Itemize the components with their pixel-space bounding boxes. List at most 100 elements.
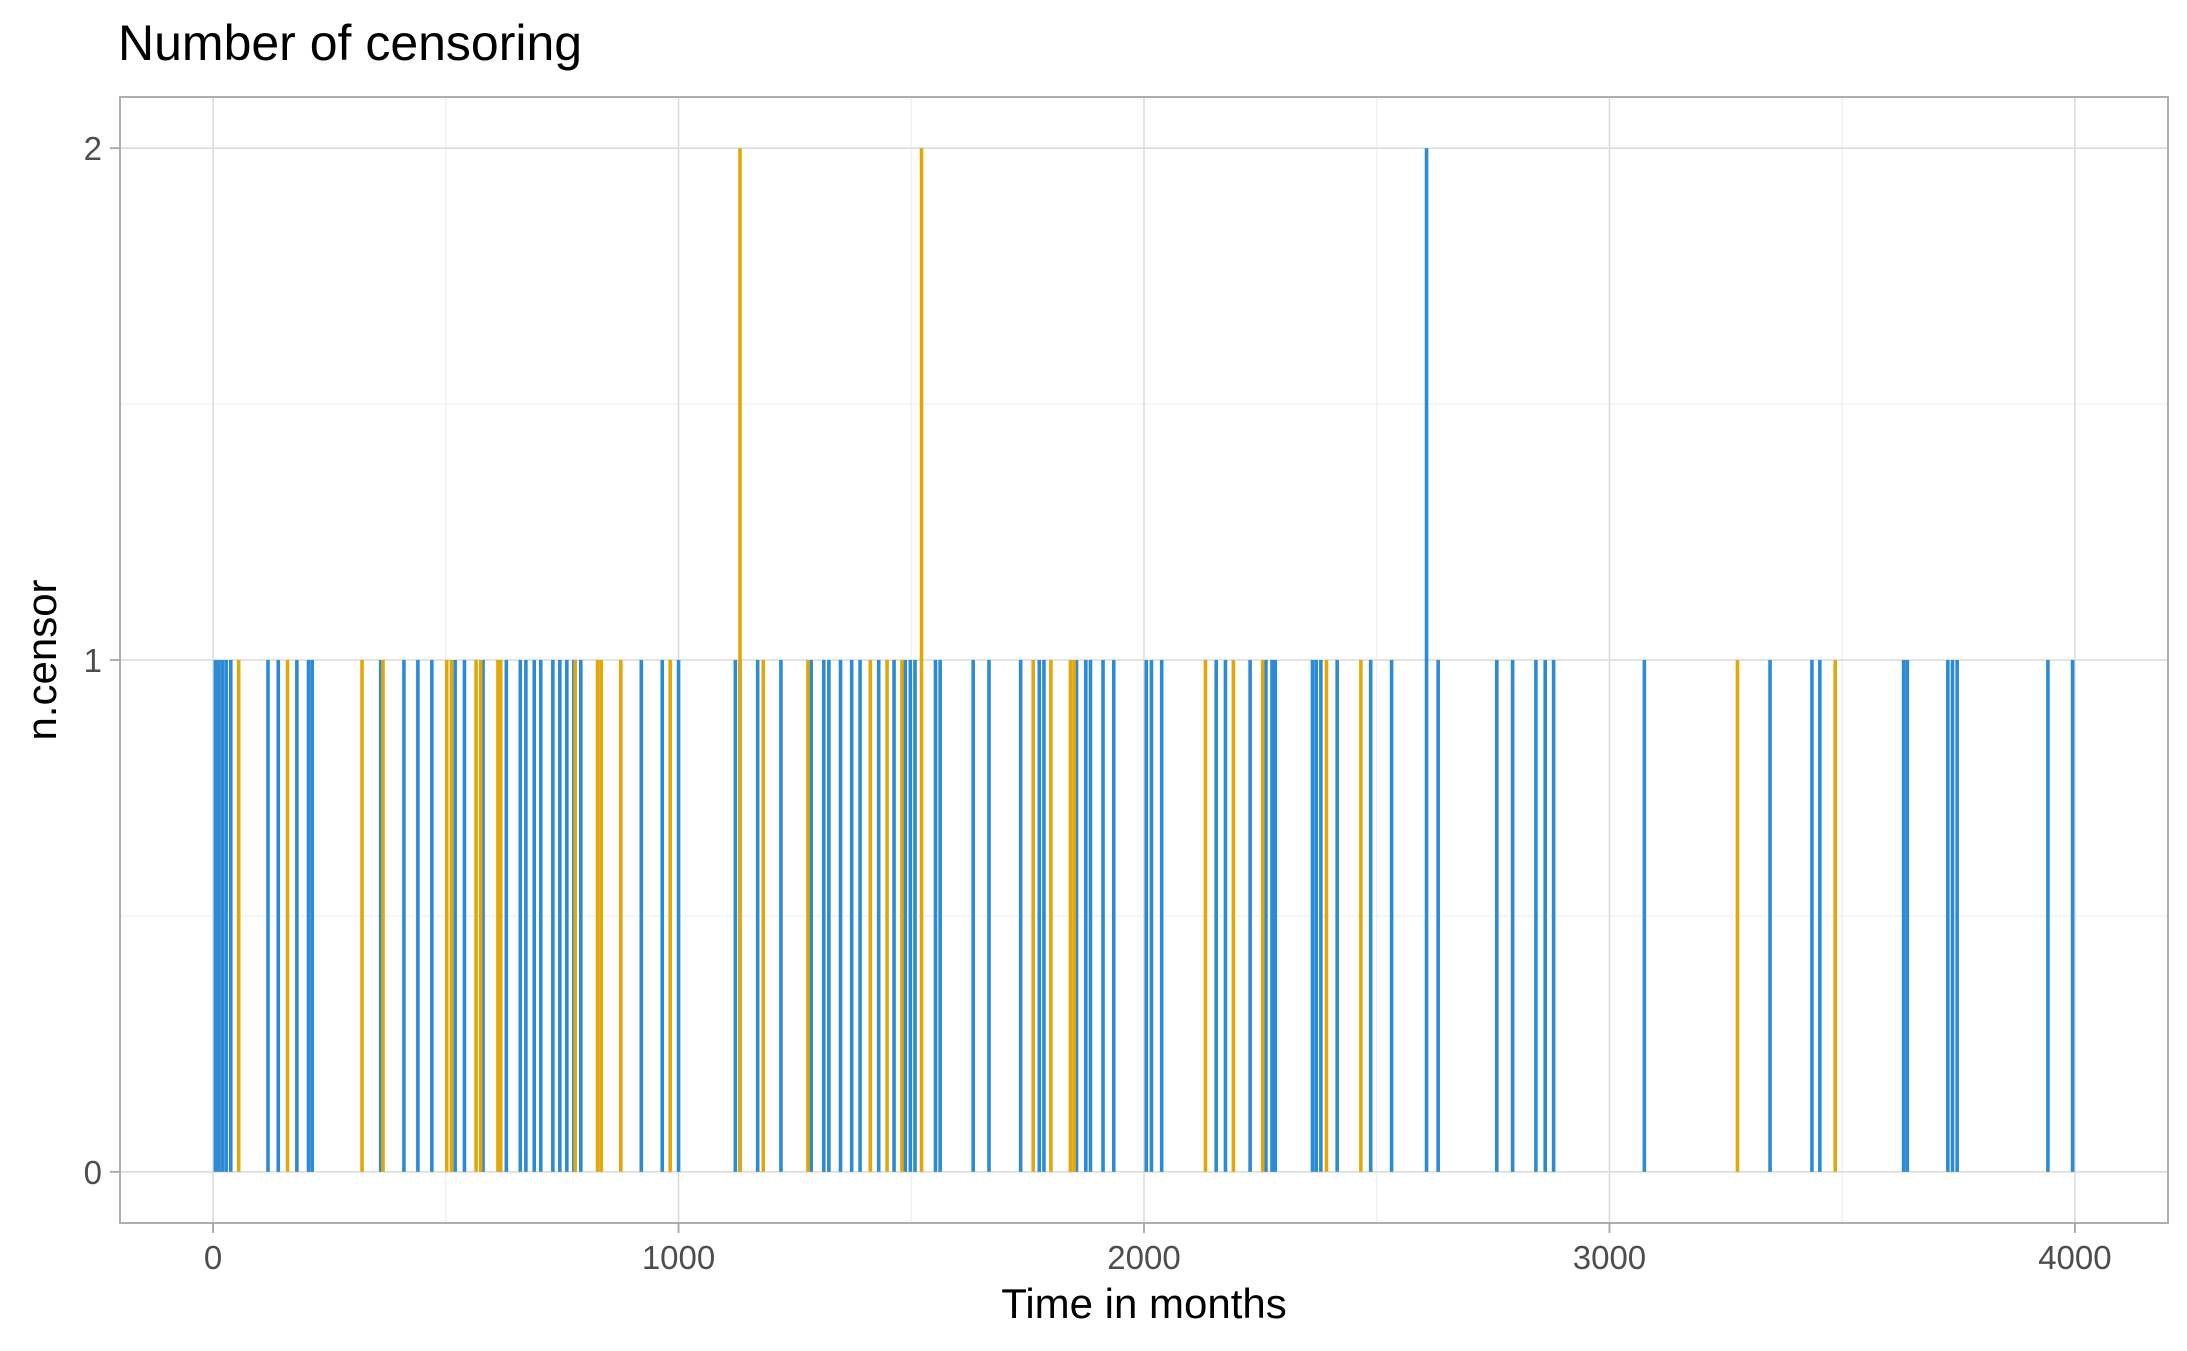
censor-bar (1946, 660, 1950, 1172)
x-tick-label: 2000 (1107, 1239, 1180, 1276)
censor-bar (1260, 660, 1265, 1172)
censor-bar (416, 660, 420, 1172)
censor-bar (1389, 660, 1394, 1172)
censor-bar (2046, 660, 2050, 1172)
censor-bar (1072, 660, 1076, 1172)
censor-bar (1149, 660, 1154, 1172)
censor-bar (518, 660, 523, 1172)
censor-bar (213, 660, 218, 1172)
x-tick-label: 0 (204, 1239, 222, 1276)
censor-bar (806, 660, 810, 1172)
censor-bar (892, 660, 896, 1172)
censor-bar (779, 660, 783, 1172)
censor-bar (1905, 660, 1910, 1172)
censor-bar (1735, 660, 1740, 1172)
censor-bar (821, 660, 826, 1172)
censor-bar (1319, 660, 1323, 1172)
censor-bar (738, 148, 742, 1172)
censor-bar (639, 660, 644, 1172)
x-axis-title: Time in months (1001, 1280, 1287, 1327)
censor-bar (933, 660, 938, 1172)
censor-bar (449, 660, 454, 1172)
censor-bar (619, 660, 623, 1172)
censor-bar (1273, 660, 1278, 1172)
censor-bar (565, 660, 569, 1172)
censor-bar (676, 660, 681, 1172)
censor-bar (849, 660, 854, 1172)
y-tick-label: 0 (84, 1154, 102, 1191)
censor-bar (1768, 660, 1772, 1172)
censor-bar (310, 660, 315, 1172)
censor-bar (913, 660, 917, 1172)
censor-bar (1203, 660, 1208, 1172)
censor-bar (919, 148, 924, 1172)
censor-bar (360, 660, 364, 1172)
y-tick-label: 2 (84, 130, 102, 167)
censor-bar (276, 660, 281, 1172)
censor-bar (402, 660, 406, 1172)
censor-bar (1950, 660, 1955, 1172)
censor-bar (1368, 660, 1373, 1172)
censor-bar (1231, 660, 1236, 1172)
censor-bar (1818, 660, 1822, 1172)
x-tick-label: 1000 (642, 1239, 715, 1276)
censor-bar (885, 660, 889, 1172)
censor-bar (903, 660, 908, 1172)
censor-bar (1543, 660, 1548, 1172)
censor-bar (755, 660, 760, 1172)
censor-bar (1510, 660, 1515, 1172)
censor-bar (1111, 660, 1116, 1172)
censor-bar (453, 660, 457, 1172)
censor-bar (532, 660, 537, 1172)
censor-bar (1018, 660, 1023, 1172)
censor-bar (733, 660, 738, 1172)
censor-bar (971, 660, 975, 1172)
censor-bar (827, 660, 831, 1172)
x-tick-label: 4000 (2038, 1239, 2111, 1276)
censor-bar (1270, 660, 1274, 1172)
censor-bar (381, 660, 385, 1172)
censor-bar (1424, 148, 1429, 1172)
censor-bar (1310, 660, 1315, 1172)
censor-bar (1144, 660, 1149, 1172)
censor-bar (1534, 660, 1538, 1172)
censor-bar (524, 660, 528, 1172)
censor-bar (838, 660, 843, 1172)
censor-bar (809, 660, 813, 1172)
censor-bar (558, 660, 562, 1172)
censor-bar (224, 660, 228, 1172)
censor-bar (1223, 660, 1228, 1172)
censor-bar (1214, 660, 1218, 1172)
chart-title: Number of censoring (118, 15, 582, 71)
censor-bar (1074, 660, 1079, 1172)
censor-bar (858, 660, 862, 1172)
censor-bar (660, 660, 665, 1172)
censor-bar (1264, 660, 1268, 1172)
censor-bar (1088, 660, 1093, 1172)
censor-bar (1359, 660, 1363, 1172)
censor-bar (1042, 660, 1046, 1172)
censor-bar (551, 660, 555, 1172)
grid-lines (120, 97, 2168, 1223)
censor-bar (1810, 660, 1814, 1172)
censor-bar (1324, 660, 1329, 1172)
censor-bar (1049, 660, 1053, 1172)
censor-bar (481, 660, 485, 1172)
censor-bar (474, 660, 478, 1172)
censor-bar (228, 660, 233, 1172)
censor-bar (216, 660, 221, 1172)
censor-bar (595, 660, 600, 1172)
censor-bar (504, 660, 509, 1172)
censor-bar (1955, 660, 1959, 1172)
censor-bar (1901, 660, 1906, 1172)
censor-bar (496, 660, 500, 1172)
y-axis-title: n.censor (18, 579, 65, 740)
censor-bar (1642, 660, 1647, 1172)
censor-bar (285, 660, 290, 1172)
censor-bar (1833, 660, 1837, 1172)
censor-bar (378, 660, 383, 1172)
censor-bar (938, 660, 942, 1172)
censor-bar (1101, 660, 1105, 1172)
censor-bar (599, 660, 604, 1172)
